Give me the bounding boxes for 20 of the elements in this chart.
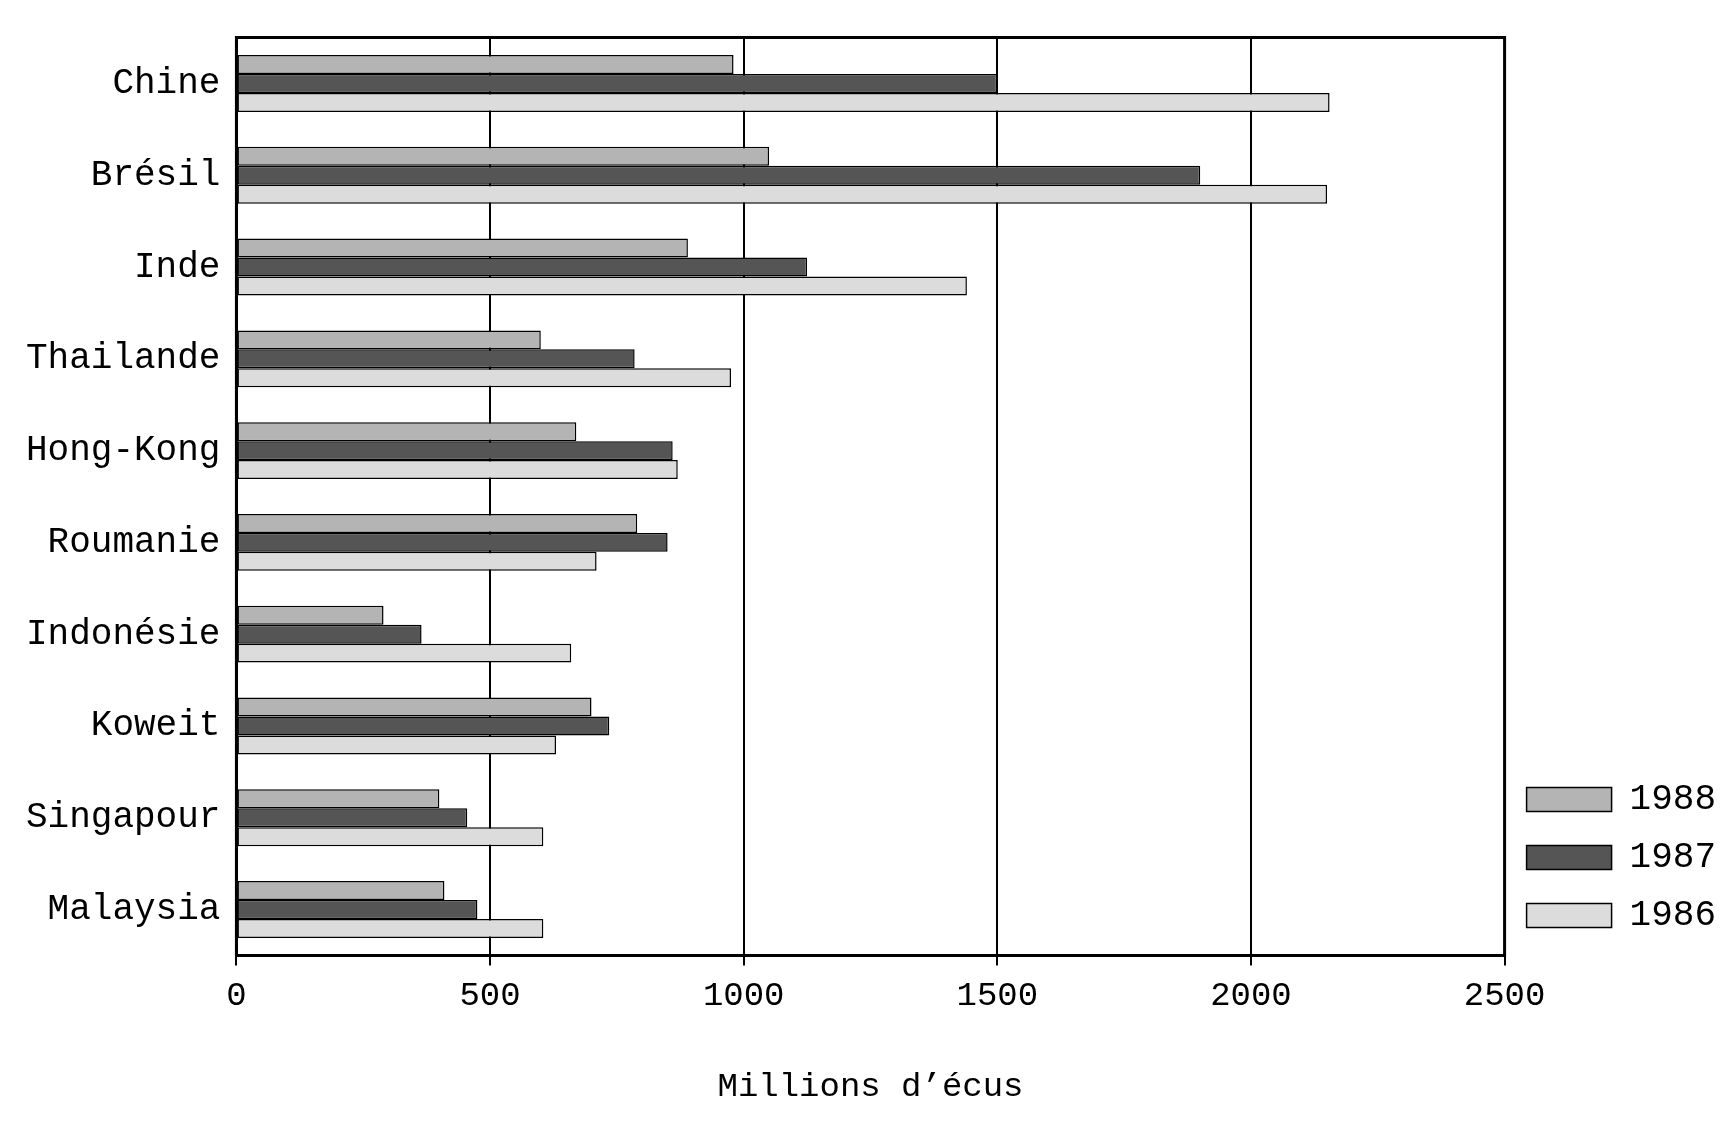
y-tick-label: Indonésie xyxy=(25,613,221,655)
legend-label: 1987 xyxy=(1629,836,1717,878)
x-tick-label: 500 xyxy=(459,976,521,1015)
x-tick-label: 2000 xyxy=(1210,976,1292,1015)
legend-label: 1988 xyxy=(1629,778,1717,820)
x-tick-label: 1500 xyxy=(956,976,1039,1015)
legend-label: 1986 xyxy=(1629,894,1717,936)
x-tick-label: 0 xyxy=(226,976,247,1015)
y-tick-label: Malaysia xyxy=(47,889,221,931)
y-tick-label: Chine xyxy=(112,63,221,105)
y-tick-label: Inde xyxy=(134,246,221,288)
y-tick-label: Thailande xyxy=(25,338,221,380)
x-tick-label: 2500 xyxy=(1463,976,1546,1015)
y-tick-label: Hong-Kong xyxy=(25,430,221,472)
y-tick-label: Roumanie xyxy=(47,521,221,563)
y-tick-label: Koweit xyxy=(90,705,221,747)
x-axis-title: Millions d’écus xyxy=(717,1067,1024,1106)
y-tick-label: Brésil xyxy=(90,154,221,196)
x-tick-label: 1000 xyxy=(702,976,785,1015)
y-tick-label: Singapour xyxy=(25,797,221,839)
